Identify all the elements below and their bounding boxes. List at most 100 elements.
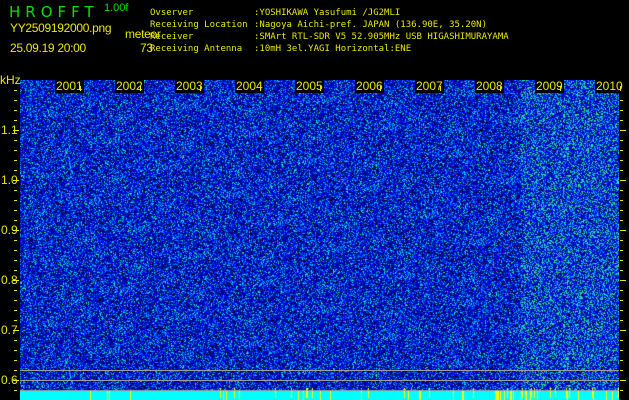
marker-line <box>20 380 619 381</box>
x-tick <box>80 86 81 91</box>
y-tick-label: 1.1 <box>1 123 18 137</box>
info-receiver: Receiver:SMArt RTL-SDR V5 52.905MHz USB … <box>150 32 509 42</box>
x-tick-label: 2007 <box>415 79 444 93</box>
y-tick <box>620 330 626 331</box>
y-tick <box>620 240 623 241</box>
x-tick <box>320 86 321 91</box>
station-info: Ovserver:YOSHIKAWA Yasufumi /JG2MLI Rece… <box>150 7 509 55</box>
y-unit-label: kHz <box>0 73 21 87</box>
y-tick <box>620 220 623 221</box>
y-tick <box>620 120 623 121</box>
x-tick <box>380 86 381 91</box>
x-tick <box>500 86 501 91</box>
x-tick <box>560 86 561 91</box>
x-tick-label: 2009 <box>535 79 564 93</box>
y-tick <box>620 300 623 301</box>
x-tick <box>260 86 261 91</box>
y-tick <box>14 300 17 301</box>
meteor-label: meteor <box>125 27 161 41</box>
y-tick <box>14 340 17 341</box>
y-tick <box>620 200 623 201</box>
y-tick <box>14 240 17 241</box>
y-tick <box>13 130 19 131</box>
y-tick <box>13 330 19 331</box>
y-tick <box>14 220 17 221</box>
y-tick <box>620 230 626 231</box>
x-tick-label: 2010 <box>595 79 624 93</box>
y-tick <box>14 190 17 191</box>
x-tick <box>200 86 201 91</box>
y-tick <box>620 350 623 351</box>
y-tick-label: 0.7 <box>1 323 18 337</box>
y-tick-label: 0.9 <box>1 223 18 237</box>
y-tick <box>620 340 623 341</box>
x-tick-label: 2008 <box>475 79 504 93</box>
y-tick <box>620 170 623 171</box>
y-tick <box>14 100 17 101</box>
y-tick <box>14 350 17 351</box>
y-tick <box>620 160 623 161</box>
y-tick <box>14 170 17 171</box>
y-tick <box>620 320 623 321</box>
y-tick-label: 1.0 <box>1 173 18 187</box>
y-tick <box>14 370 17 371</box>
y-tick <box>14 90 17 91</box>
spectrogram <box>20 80 619 400</box>
y-tick <box>13 180 19 181</box>
y-tick <box>620 250 623 251</box>
y-tick <box>620 180 626 181</box>
y-tick <box>13 280 19 281</box>
x-tick-label: 2004 <box>235 79 264 93</box>
y-tick <box>14 160 17 161</box>
y-tick <box>14 320 17 321</box>
y-tick <box>620 380 626 381</box>
y-tick <box>14 250 17 251</box>
y-tick <box>14 120 17 121</box>
file-datetime: 25.09.19 20:00 <box>10 41 86 55</box>
y-tick <box>14 140 17 141</box>
y-tick <box>620 370 623 371</box>
file-name: YY2509192000.png <box>10 21 112 35</box>
y-tick <box>14 390 17 391</box>
y-tick <box>14 150 17 151</box>
y-tick <box>14 290 17 291</box>
marker-line <box>20 370 619 371</box>
y-tick <box>620 130 626 131</box>
y-tick <box>620 280 626 281</box>
y-tick <box>620 310 623 311</box>
info-observer: Ovserver:YOSHIKAWA Yasufumi /JG2MLI <box>150 8 401 18</box>
x-tick-label: 2005 <box>295 79 324 93</box>
y-tick-label: 0.6 <box>1 373 18 387</box>
y-tick <box>620 190 623 191</box>
meteor-count: 73 <box>140 41 153 55</box>
y-tick <box>620 290 623 291</box>
y-tick <box>620 100 623 101</box>
y-tick <box>620 260 623 261</box>
info-location: Receiving Location:Nagoya Aichi-pref. JA… <box>150 20 487 30</box>
x-tick-label: 2003 <box>175 79 204 93</box>
y-tick <box>14 270 17 271</box>
y-tick <box>14 210 17 211</box>
y-tick <box>620 360 623 361</box>
app-version: 1.00f <box>104 2 129 14</box>
y-tick <box>13 230 19 231</box>
y-tick <box>14 110 17 111</box>
y-tick <box>620 110 623 111</box>
y-tick <box>620 210 623 211</box>
y-tick <box>620 390 623 391</box>
x-tick-label: 2006 <box>355 79 384 93</box>
y-tick-label: 0.8 <box>1 273 18 287</box>
y-tick <box>14 360 17 361</box>
y-tick <box>14 200 17 201</box>
app-title: HROFFT <box>9 3 99 21</box>
y-tick <box>14 310 17 311</box>
y-tick <box>620 270 623 271</box>
x-tick-label: 2001 <box>55 79 84 93</box>
x-tick-label: 2002 <box>115 79 144 93</box>
y-tick <box>13 380 19 381</box>
y-tick <box>620 140 623 141</box>
x-tick <box>440 86 441 91</box>
x-tick <box>620 86 621 91</box>
info-antenna: Receiving Antenna:10mH 3el.YAGI Horizont… <box>150 44 412 54</box>
y-tick <box>620 150 623 151</box>
